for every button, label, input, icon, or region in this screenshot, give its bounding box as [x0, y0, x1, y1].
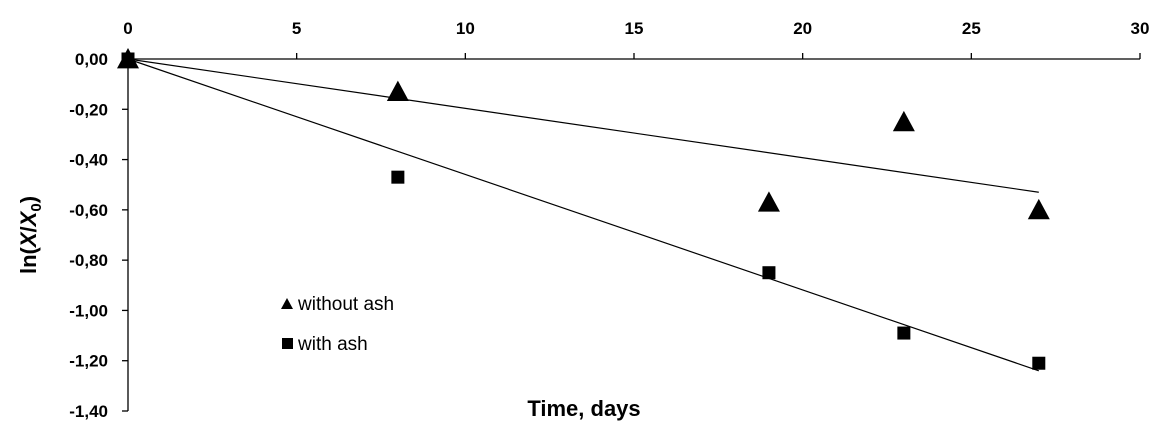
trendline-series-1	[127, 58, 1039, 372]
y-tick-label: -1,00	[69, 301, 108, 320]
y-axis-ticks: 0,00 -0,20 -0,40 -0,60 -0,80 -1,00 -1,20 -1,40	[69, 50, 128, 421]
square-point-series-1	[1032, 356, 1046, 370]
y-tick-label: -0,60	[69, 201, 108, 220]
y-tick-label: -1,40	[69, 402, 108, 421]
triangle-point-series-0	[892, 110, 915, 132]
legend-item-without-ash: without ash	[281, 294, 394, 315]
legend-square-marker	[282, 338, 293, 349]
x-tick-label: 15	[625, 19, 644, 38]
x-axis-title: Time, days	[527, 396, 640, 421]
y-axis-title-var: X	[16, 231, 41, 249]
square-point-series-1	[121, 52, 135, 66]
trendlines	[127, 58, 1039, 372]
y-axis-title-subscript: 0	[28, 203, 45, 211]
trendline-series-0	[127, 58, 1039, 193]
legend-triangle-marker	[281, 298, 293, 309]
x-tick-label: 0	[123, 19, 132, 38]
y-tick-label: 0,00	[75, 50, 108, 69]
y-axis-title-var0: X	[16, 210, 41, 228]
y-axis-title: ln(X/X0)	[16, 196, 45, 274]
y-axis-title-slash: /	[16, 226, 41, 232]
y-axis-title-suffix: )	[16, 196, 41, 203]
square-point-series-1	[391, 170, 405, 184]
y-tick-label: -0,20	[69, 100, 108, 119]
y-tick-label: -0,80	[69, 251, 108, 270]
x-tick-label: 5	[292, 19, 301, 38]
legend-label-without-ash: without ash	[297, 294, 394, 315]
legend-label-with-ash: with ash	[297, 334, 368, 355]
triangle-point-series-0	[1027, 198, 1050, 220]
x-tick-label: 10	[456, 19, 475, 38]
triangle-point-series-0	[757, 191, 780, 212]
x-tick-label: 30	[1131, 19, 1150, 38]
y-axis-title-prefix: ln(	[16, 246, 41, 274]
x-tick-label: 20	[793, 19, 812, 38]
triangle-point-series-0	[386, 80, 409, 102]
legend-item-with-ash: with ash	[282, 334, 368, 355]
square-point-series-1	[762, 266, 776, 280]
y-tick-label: -0,40	[69, 151, 108, 170]
x-tick-label: 25	[962, 19, 981, 38]
y-tick-label: -1,20	[69, 352, 108, 371]
axes	[127, 58, 1140, 411]
square-point-series-1	[897, 326, 911, 340]
x-axis-ticks: 0 5 10 15 20 25 30	[123, 19, 1149, 59]
data-markers	[117, 48, 1050, 370]
legend: without ash with ash	[281, 294, 394, 355]
